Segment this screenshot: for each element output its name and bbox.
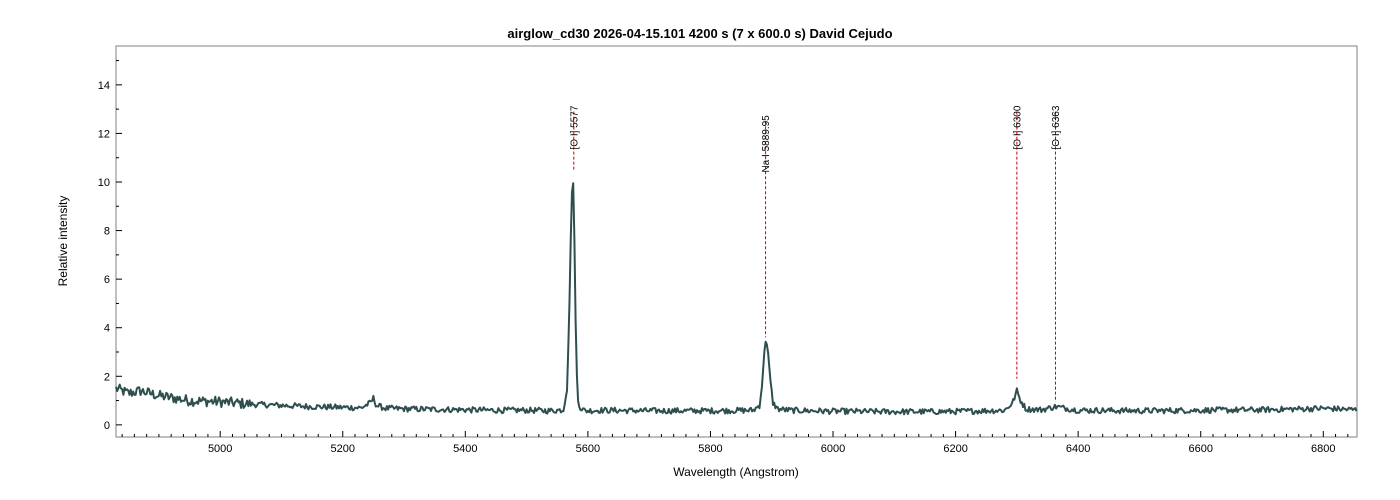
line-annotations: [O I] 5577 Na I 5889.95 [O I] 6300 [O I] 63… bbox=[569, 105, 1062, 402]
x-axis: 5000 5200 5400 5600 5800 6000 6200 6400 6600 6800 bbox=[121, 431, 1349, 455]
y-tick-label: 8 bbox=[104, 226, 110, 238]
y-tick-label: 0 bbox=[104, 420, 110, 432]
series-group bbox=[115, 182, 1358, 416]
x-tick-label: 6000 bbox=[821, 443, 845, 455]
x-axis-label: Wavelength (Angstrom) bbox=[673, 465, 799, 479]
y-tick-label: 14 bbox=[98, 80, 110, 92]
x-tick-label: 5200 bbox=[331, 443, 355, 455]
annotation-label: [O I] 6363 bbox=[1051, 105, 1062, 149]
spectrum-line bbox=[115, 182, 1358, 416]
x-tick-label: 5600 bbox=[576, 443, 600, 455]
y-tick-label: 4 bbox=[104, 323, 110, 335]
y-tick-label: 6 bbox=[104, 274, 110, 286]
y-tick-label: 12 bbox=[98, 128, 110, 140]
plot-area bbox=[115, 45, 1358, 438]
x-tick-label: 5400 bbox=[453, 443, 477, 455]
x-tick-label: 5000 bbox=[208, 443, 232, 455]
y-axis-label: Relative intensity bbox=[56, 196, 70, 287]
y-tick-label: 2 bbox=[104, 371, 110, 383]
annotation-label: [O I] 6300 bbox=[1012, 105, 1023, 149]
x-tick-label: 6400 bbox=[1066, 443, 1090, 455]
chart-title: airglow_cd30 2026-04-15.101 4200 s (7 x … bbox=[507, 26, 892, 41]
annotation-label: Na I 5889.95 bbox=[761, 115, 772, 173]
x-tick-label: 6600 bbox=[1188, 443, 1212, 455]
x-tick-label: 5800 bbox=[698, 443, 722, 455]
annotation-label: [O I] 5577 bbox=[569, 105, 580, 149]
y-axis: 0 2 4 6 8 10 12 14 bbox=[98, 60, 122, 432]
x-tick-label: 6200 bbox=[943, 443, 967, 455]
x-tick-label: 6800 bbox=[1311, 443, 1335, 455]
y-tick-label: 10 bbox=[98, 177, 110, 189]
